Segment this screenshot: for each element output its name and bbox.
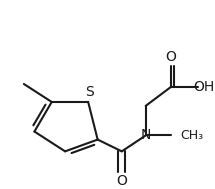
Text: CH₃: CH₃ <box>180 129 203 142</box>
Text: O: O <box>116 174 127 187</box>
Text: O: O <box>165 50 176 64</box>
Text: OH: OH <box>193 80 215 94</box>
Text: S: S <box>85 85 94 99</box>
Text: N: N <box>140 129 151 143</box>
